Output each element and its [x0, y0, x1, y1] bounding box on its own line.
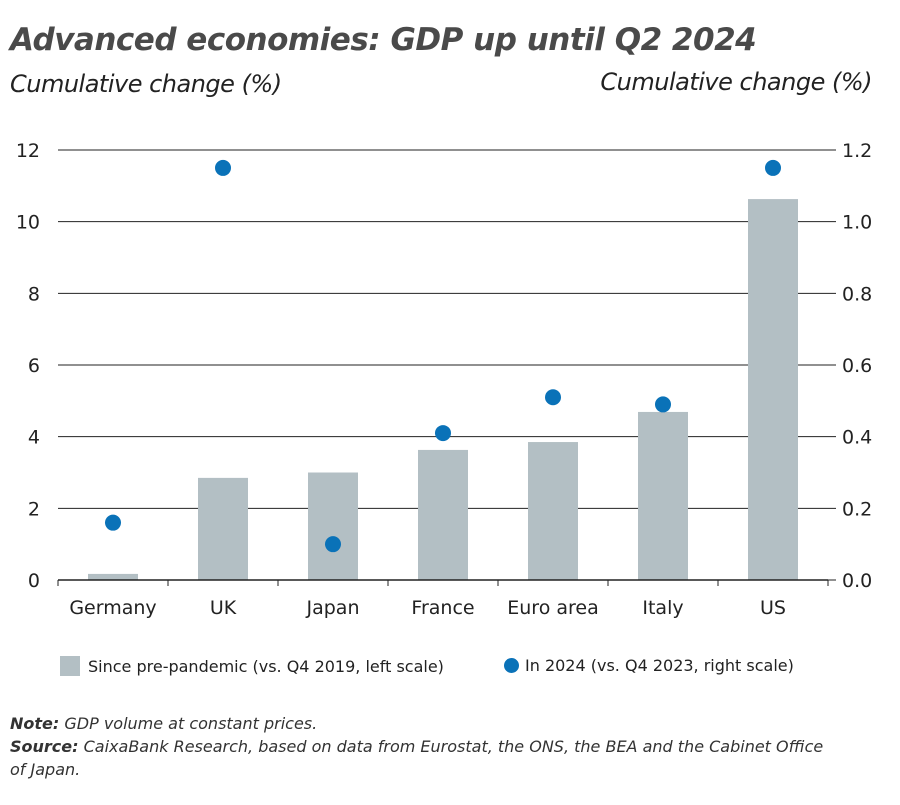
dot	[765, 159, 781, 176]
bar	[198, 477, 248, 580]
source-label: Source:	[10, 737, 79, 756]
plot-area: 0 0.0 2 0.2 4 0.4 6 0.6 8 0.8 10 1.0 12 1.2 Germany UK J…	[16, 140, 872, 619]
legend-swatch-dot	[504, 658, 519, 673]
bar	[638, 411, 688, 580]
note-label: Note:	[10, 714, 60, 733]
notes: Note: GDP volume at constant prices. Sou…	[10, 712, 830, 781]
legend-label-dots: In 2024 (vs. Q4 2023, right scale)	[525, 656, 794, 675]
left-tick-label: 0	[28, 570, 40, 592]
left-tick-label: 4	[28, 427, 40, 449]
legend-swatch-bar	[60, 656, 80, 676]
right-tick-label: 1.0	[842, 212, 872, 234]
left-tick-label: 6	[28, 355, 40, 377]
right-tick-label: 0.0	[842, 570, 872, 592]
right-tick-label: 0.6	[842, 355, 872, 377]
category-label: Germany	[69, 597, 156, 619]
dot	[105, 514, 121, 531]
left-tick-label: 12	[16, 140, 40, 162]
category-label: Italy	[642, 597, 683, 619]
left-tick-label: 2	[28, 498, 40, 520]
bar	[308, 472, 358, 580]
right-tick-label: 0.8	[842, 283, 872, 305]
legend-item-bars: Since pre-pandemic (vs. Q4 2019, left sc…	[60, 656, 444, 676]
right-tick-label: 1.2	[842, 140, 872, 162]
left-tick-label: 8	[28, 283, 40, 305]
note-text: GDP volume at constant prices.	[59, 714, 318, 733]
dot	[655, 396, 671, 413]
source-text: CaixaBank Research, based on data from E…	[10, 737, 824, 779]
dot	[435, 425, 451, 442]
dot	[325, 536, 341, 553]
left-axis-label: Cumulative change (%)	[10, 70, 282, 98]
right-axis-label: Cumulative change (%)	[600, 68, 872, 96]
left-tick-label: 10	[16, 212, 40, 234]
category-label: Euro area	[507, 597, 598, 619]
bar	[88, 573, 138, 580]
bar	[528, 442, 578, 580]
category-label: US	[760, 597, 786, 619]
dot	[545, 389, 561, 406]
right-tick-label: 0.4	[842, 427, 872, 449]
right-tick-label: 0.2	[842, 498, 872, 520]
category-label: France	[411, 597, 474, 619]
dot	[215, 159, 231, 176]
chart-title: Advanced economies: GDP up until Q2 2024	[10, 22, 757, 58]
bar	[418, 449, 468, 580]
category-label: Japan	[306, 597, 360, 619]
legend-item-dots: In 2024 (vs. Q4 2023, right scale)	[504, 656, 794, 675]
category-label: UK	[210, 597, 237, 619]
legend-label-bars: Since pre-pandemic (vs. Q4 2019, left sc…	[88, 656, 444, 676]
bar	[748, 199, 798, 580]
